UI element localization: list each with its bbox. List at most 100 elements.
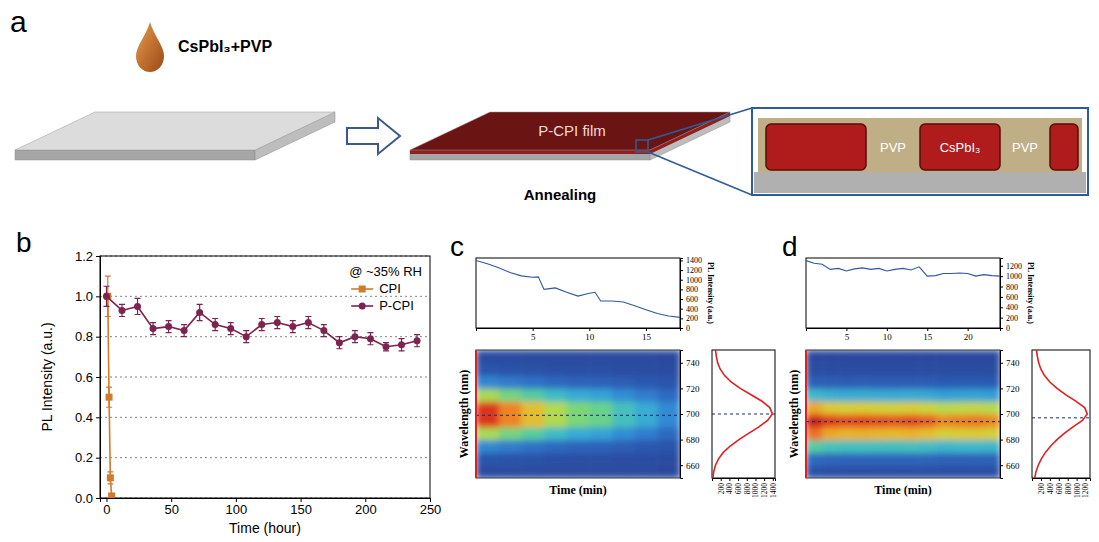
- inset-crystal: [766, 124, 866, 170]
- x-tick: 400: [725, 478, 734, 494]
- heat-cell: [822, 427, 839, 440]
- x-tick-mark: [1041, 478, 1042, 481]
- error-bar: [106, 387, 112, 407]
- y-tick-label: 0.4: [75, 410, 93, 425]
- y-tick-label: 400: [686, 305, 698, 314]
- y-tick: 400: [1000, 303, 1018, 312]
- heat-cell: [984, 452, 1000, 465]
- plate-top: [15, 112, 335, 150]
- y-axis: 0200400600800100012001400: [680, 256, 702, 333]
- start-edge: [475, 350, 477, 478]
- heat-cell: [903, 465, 920, 478]
- grid-line: [100, 377, 430, 378]
- heat-cell: [887, 465, 904, 478]
- x-tick-mark: [1050, 478, 1051, 481]
- plot-frame: [806, 350, 1000, 478]
- x-tick-mark: [646, 328, 647, 331]
- grid-line: [100, 417, 430, 418]
- error-bar: [166, 321, 172, 333]
- heat-cell: [806, 401, 823, 414]
- y-tick: 1000: [680, 276, 702, 285]
- plot-area: [1032, 350, 1090, 478]
- marker-circle: [212, 321, 219, 328]
- heat-cell: [612, 363, 635, 376]
- y-axis-line: [1001, 351, 1004, 479]
- y-tick: 200: [680, 314, 698, 323]
- x-axis-line: [713, 479, 776, 482]
- y-axis-title: PL Intensity (a.u.): [1026, 262, 1035, 324]
- heat-cell: [589, 465, 612, 478]
- heatmap-chart: 660680700720740Time (min)Wavelength (nm): [787, 350, 1020, 497]
- y-tick-mark: [96, 337, 100, 338]
- heat-cell: [952, 350, 969, 363]
- x-tick-label: 400: [725, 483, 734, 495]
- y-tick: 400: [680, 305, 698, 314]
- y-tick-mark: [96, 377, 100, 378]
- x-tick: 200: [1037, 478, 1046, 494]
- y-tick: 600: [1000, 293, 1018, 302]
- heat-cell: [871, 388, 888, 401]
- error-bar: [135, 298, 141, 314]
- heat-cell: [822, 363, 839, 376]
- marker-circle: [227, 325, 234, 332]
- error-bar: [150, 323, 156, 335]
- heat-cell: [635, 388, 658, 401]
- x-tick-label: 20: [964, 332, 974, 342]
- legend-entry: P-CPI: [351, 298, 414, 313]
- heat-cell: [521, 376, 544, 389]
- heat-cell: [499, 427, 522, 440]
- heat-cell: [887, 376, 904, 389]
- heat-cell: [952, 440, 969, 453]
- heat-cell: [919, 440, 936, 453]
- heat-cell: [476, 350, 499, 363]
- x-tick-label: 100: [226, 502, 248, 517]
- heat-cell: [968, 465, 985, 478]
- marker-circle: [196, 309, 203, 316]
- inset-label: PVP: [880, 140, 906, 155]
- heat-cell: [871, 414, 888, 427]
- x-tick-label: 15: [642, 332, 652, 342]
- y-tick-label: 720: [686, 384, 700, 394]
- x-tick-label: 600: [734, 483, 743, 495]
- y-axis-title: PL Intensity (a.u.): [39, 322, 55, 431]
- heat-cell: [657, 388, 680, 401]
- x-tick: 15: [642, 328, 652, 342]
- heat-cell: [887, 401, 904, 414]
- heat-cell: [635, 440, 658, 453]
- heat-cell: [499, 401, 522, 414]
- heat-cell: [984, 350, 1000, 363]
- heat-cells: [476, 350, 680, 478]
- plot-frame: [712, 350, 775, 478]
- heat-cell: [919, 388, 936, 401]
- legend-label: CPI: [379, 281, 401, 296]
- heat-cell: [984, 363, 1000, 376]
- x-tick-label: 800: [1064, 483, 1073, 495]
- error-bar: [274, 317, 280, 329]
- heat-cell: [984, 427, 1000, 440]
- y-tick-label: 800: [1006, 283, 1018, 292]
- inset-crystal: [1050, 124, 1078, 170]
- plot-area: [103, 276, 421, 498]
- heat-cell: [935, 414, 952, 427]
- x-axis: 20040060080010001200: [1033, 478, 1091, 498]
- x-tick-mark: [887, 328, 888, 331]
- error-bar: [367, 333, 373, 345]
- heat-cell: [919, 452, 936, 465]
- heat-cell: [903, 427, 920, 440]
- x-tick-label: 400: [1046, 483, 1055, 495]
- heat-cell: [589, 414, 612, 427]
- y-tick: 1200: [1000, 262, 1022, 271]
- y-tick-label: 680: [1006, 435, 1020, 445]
- heat-cell: [919, 401, 936, 414]
- x-axis: 51015: [477, 328, 681, 342]
- y-tick-mark: [680, 289, 683, 290]
- heat-cell: [855, 350, 872, 363]
- droplet: [136, 22, 164, 72]
- legend: @ ~35% RHCPIP-CPI: [349, 264, 422, 313]
- panel-a: aCsPbI₃+PVPP-CPI filmAnnealingPVPCsPbI₃P…: [10, 5, 1088, 203]
- y-axis-line: [681, 259, 684, 329]
- x-tick: 0: [103, 498, 110, 517]
- heat-cell: [903, 350, 920, 363]
- heat-cell: [499, 440, 522, 453]
- x-tick-label: 1200: [760, 483, 769, 498]
